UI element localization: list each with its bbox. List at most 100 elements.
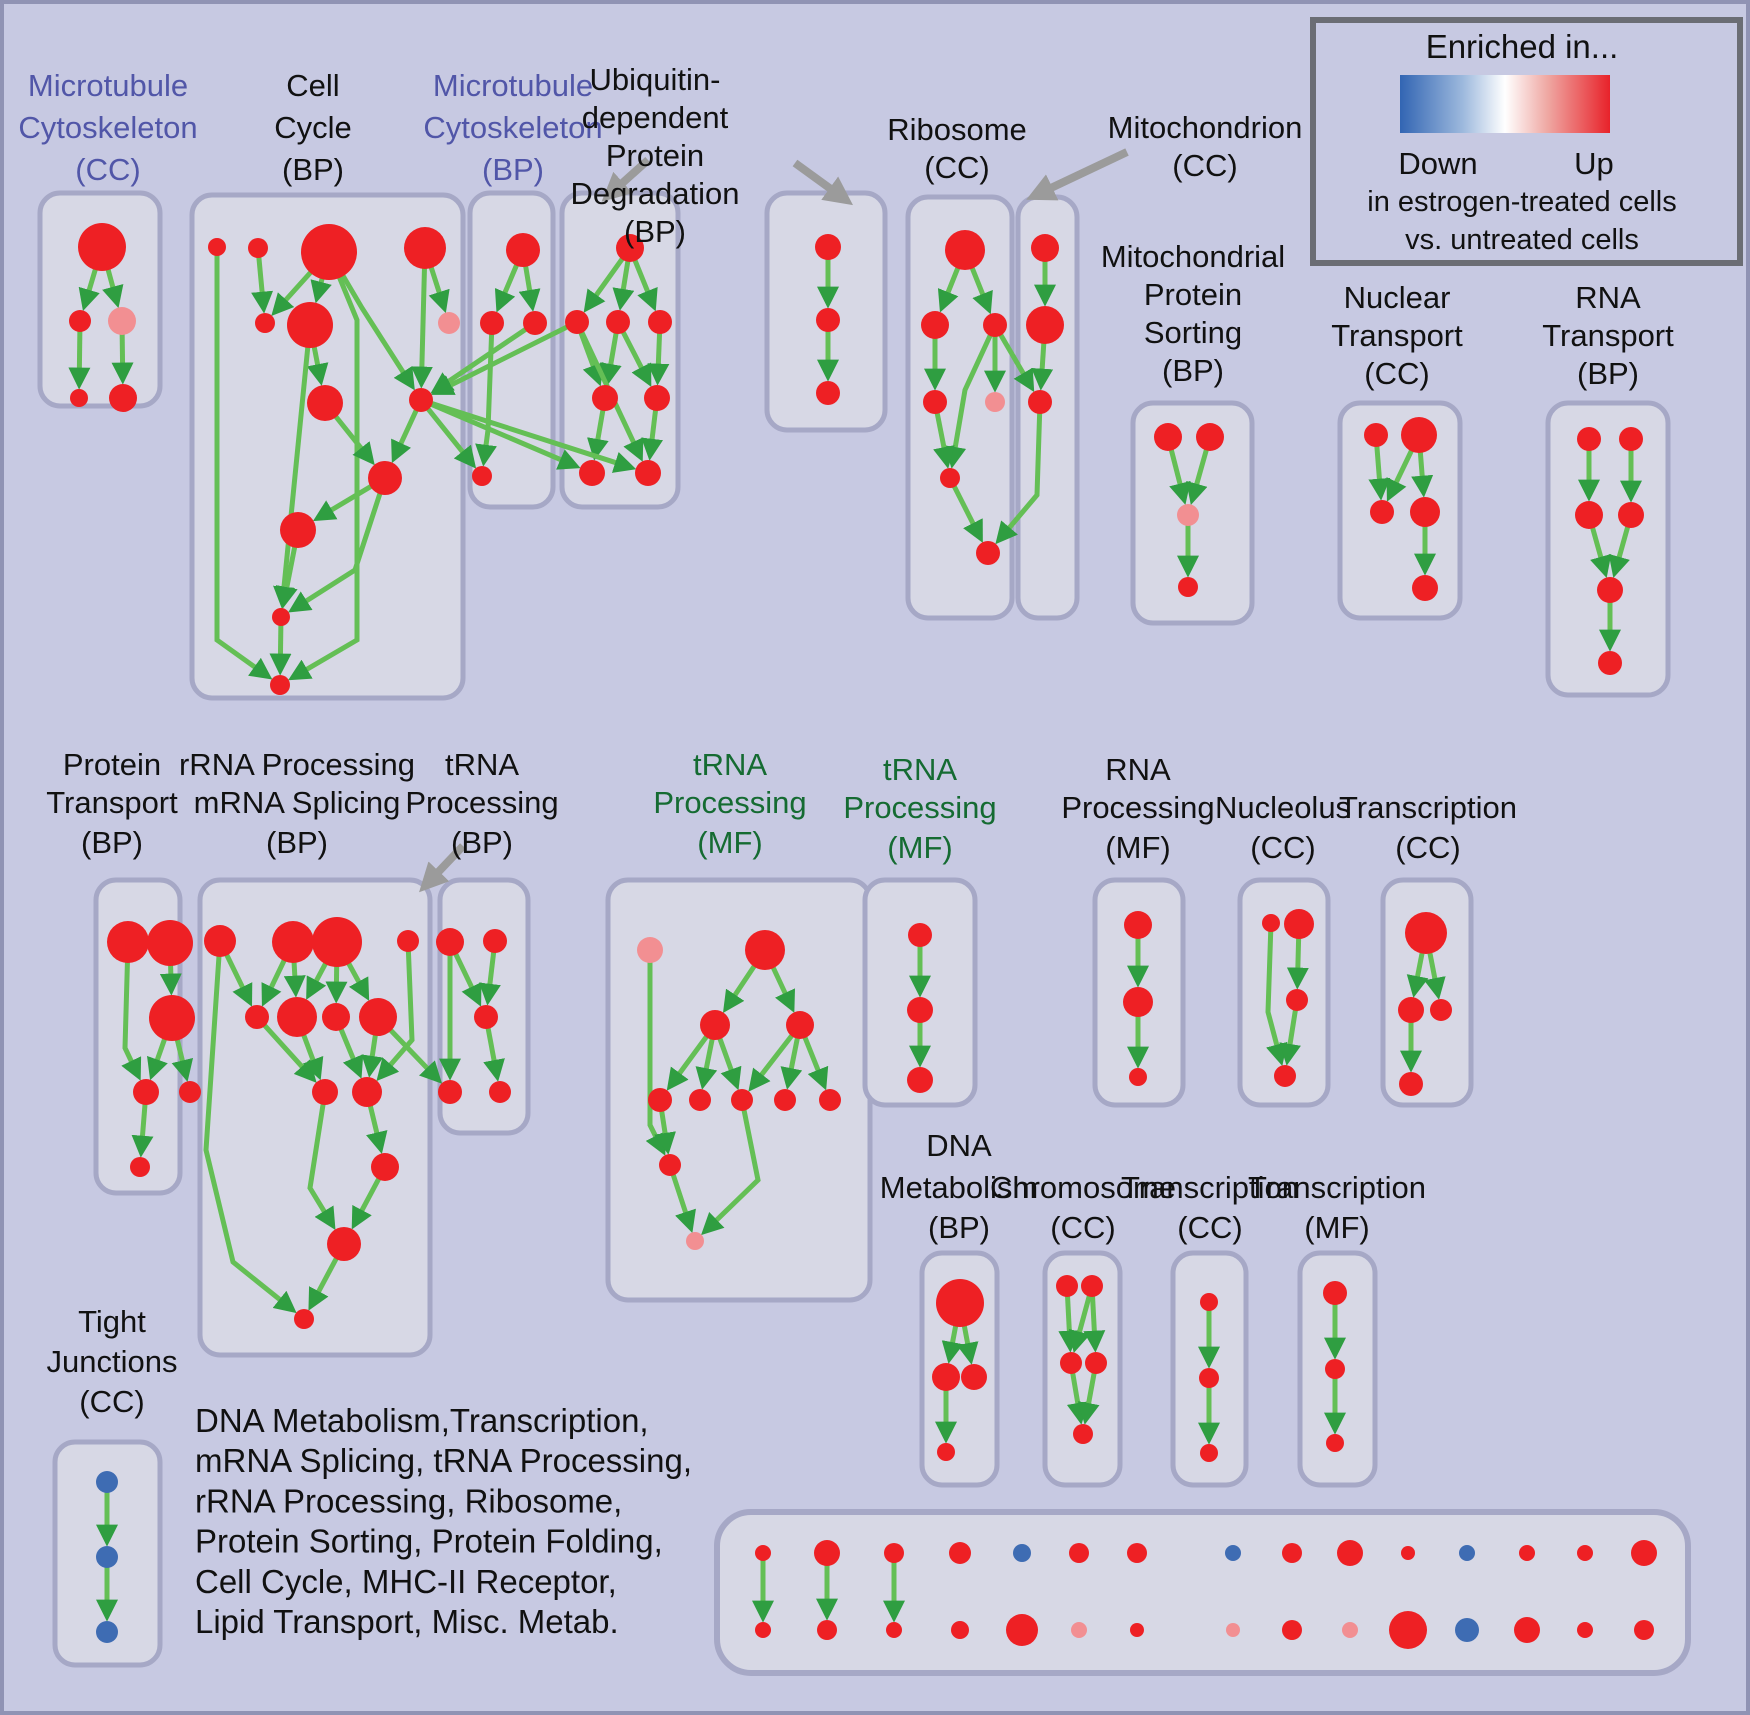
node-trna-bp-0 xyxy=(436,928,464,956)
node-microtubule-bp-1 xyxy=(480,311,504,335)
cluster-label-cell-cycle-line-2: (BP) xyxy=(282,152,344,187)
cluster-label-mitochondrion-line-0: Mitochondrion xyxy=(1108,110,1303,145)
cluster-label-trna-bp-line-0: tRNA xyxy=(445,747,519,782)
node-rrna-mrna-11 xyxy=(327,1227,361,1261)
node-rna-transport-5 xyxy=(1598,651,1622,675)
node-trna-mf-1-1 xyxy=(745,930,785,970)
cluster-label-dna-metabolism-line-1: Metabolism xyxy=(880,1170,1039,1205)
node-bottom-bottom-2 xyxy=(886,1622,902,1638)
node-bottom-bottom-0 xyxy=(755,1622,771,1638)
node-microtubule-bp-0 xyxy=(506,233,540,267)
annotation-text-line-5: Lipid Transport, Misc. Metab. xyxy=(195,1603,619,1640)
node-dna-metabolism-0 xyxy=(936,1279,984,1327)
node-cell-cycle-0 xyxy=(208,238,226,256)
node-rna-proc-mf-1 xyxy=(1123,987,1153,1017)
node-tight-junctions-0 xyxy=(96,1471,118,1493)
node-cell-cycle-10 xyxy=(280,512,316,548)
node-microtubule-bp-2 xyxy=(523,311,547,335)
node-trna-mf-1-2 xyxy=(700,1010,730,1040)
node-dna-metabolism-2 xyxy=(961,1364,987,1390)
node-trna-mf-1-3 xyxy=(786,1011,814,1039)
node-ribosome-0 xyxy=(945,230,985,270)
node-microtubule-cc-2 xyxy=(108,307,136,335)
node-bottom-bottom-13 xyxy=(1577,1622,1593,1638)
node-rrna-mrna-4 xyxy=(245,1005,269,1029)
node-ribosome-6 xyxy=(976,541,1000,565)
edge-cell-cycle xyxy=(288,251,360,681)
node-chromosome-4 xyxy=(1073,1424,1093,1444)
node-trna-mf-1-6 xyxy=(731,1089,753,1111)
cluster-label-trna-mf-1-line-0: tRNA xyxy=(693,747,767,782)
cluster-label-dna-metabolism-line-0: DNA xyxy=(926,1128,992,1163)
node-transcription-mf-1 xyxy=(1325,1359,1345,1379)
cluster-label-ubiquitin-line-2: Protein xyxy=(606,138,704,173)
edge-cross xyxy=(420,397,581,470)
cluster-label-microtubule-cc-line-1: Cytoskeleton xyxy=(18,110,197,145)
cluster-label-ubiquitin-line-3: Degradation xyxy=(571,176,740,211)
edge-cell-cycle xyxy=(410,247,433,389)
node-mito-sorting-3 xyxy=(1178,577,1198,597)
node-ubiquitin-chain-0 xyxy=(815,234,841,260)
cluster-label-rna-proc-mf-line-0: RNA xyxy=(1105,752,1171,787)
node-cell-cycle-4 xyxy=(255,313,275,333)
cluster-label-chromosome-line-0: Chromosome xyxy=(990,1170,1176,1205)
edge-trna-mf-1 xyxy=(701,1099,761,1236)
node-mito-sorting-2 xyxy=(1177,504,1199,526)
cluster-box-bottom-strip xyxy=(714,1509,1691,1676)
node-chromosome-0 xyxy=(1056,1275,1078,1297)
node-bottom-top-9 xyxy=(1337,1540,1363,1566)
node-bottom-top-12 xyxy=(1519,1545,1535,1561)
cluster-label-cell-cycle-line-1: Cycle xyxy=(274,110,352,145)
cluster-label-cell-cycle-line-0: Cell xyxy=(286,68,339,103)
cluster-label-ubiquitin-line-0: Ubiquitin- xyxy=(590,62,721,97)
node-rrna-mrna-6 xyxy=(322,1003,350,1031)
cluster-label-ribosome-line-1: (CC) xyxy=(924,150,989,185)
cluster-box-nuclear-transport xyxy=(1337,400,1463,621)
node-bottom-bottom-8 xyxy=(1282,1620,1302,1640)
cluster-label-dna-metabolism-line-2: (BP) xyxy=(928,1210,990,1245)
edge-cross xyxy=(419,398,477,469)
node-rrna-mrna-12 xyxy=(294,1309,314,1329)
node-mito-sorting-1 xyxy=(1196,423,1224,451)
node-bottom-top-14 xyxy=(1631,1540,1657,1566)
node-bottom-bottom-3 xyxy=(951,1621,969,1639)
edge-ribosome xyxy=(947,476,983,543)
node-transcription-cc-mid-2 xyxy=(1430,999,1452,1021)
node-cell-cycle-7 xyxy=(409,388,433,412)
node-transcription-mf-0 xyxy=(1323,1281,1347,1305)
node-protein-transport-2 xyxy=(149,995,195,1041)
node-bottom-top-5 xyxy=(1069,1543,1089,1563)
cluster-label-ubiquitin-line-1: dependent xyxy=(582,100,729,135)
edge-rrna-mrna xyxy=(307,1091,336,1230)
node-dna-metabolism-3 xyxy=(937,1443,955,1461)
cluster-label-ribosome-line-0: Ribosome xyxy=(887,112,1027,147)
node-transcription-cc-mid-0 xyxy=(1405,912,1447,954)
legend-down-label: Down xyxy=(1398,146,1477,181)
edge-nucleolus xyxy=(1265,922,1288,1066)
node-rrna-mrna-8 xyxy=(312,1079,338,1105)
node-mitochondrion-1 xyxy=(1026,306,1064,344)
node-nuclear-transport-0 xyxy=(1364,423,1388,447)
node-rna-proc-mf-2 xyxy=(1129,1068,1147,1086)
node-nucleolus-2 xyxy=(1286,989,1308,1011)
node-nuclear-transport-4 xyxy=(1412,575,1438,601)
node-transcription-cc-2-1 xyxy=(1199,1368,1219,1388)
node-bottom-bottom-14 xyxy=(1634,1620,1654,1640)
edge-rrna-mrna xyxy=(203,940,297,1314)
node-rrna-mrna-7 xyxy=(359,998,397,1036)
node-bottom-top-0 xyxy=(755,1545,771,1561)
node-cell-cycle-9 xyxy=(368,461,402,495)
edge-cell-cycle xyxy=(273,324,313,609)
node-bottom-bottom-5 xyxy=(1071,1622,1087,1638)
cluster-label-trna-bp-line-2: (BP) xyxy=(451,825,513,860)
node-ubiquitin-degradation-2 xyxy=(606,310,630,334)
cluster-label-mito-sorting-line-2: Sorting xyxy=(1144,315,1242,350)
node-rna-transport-1 xyxy=(1619,427,1643,451)
node-bottom-top-10 xyxy=(1401,1546,1415,1560)
node-bottom-bottom-6 xyxy=(1130,1623,1144,1637)
node-trna-bp-3 xyxy=(438,1080,462,1104)
node-dna-metabolism-1 xyxy=(932,1363,960,1391)
cluster-label-microtubule-cc-line-2: (CC) xyxy=(75,152,140,187)
legend-gradient-bar xyxy=(1400,75,1610,133)
